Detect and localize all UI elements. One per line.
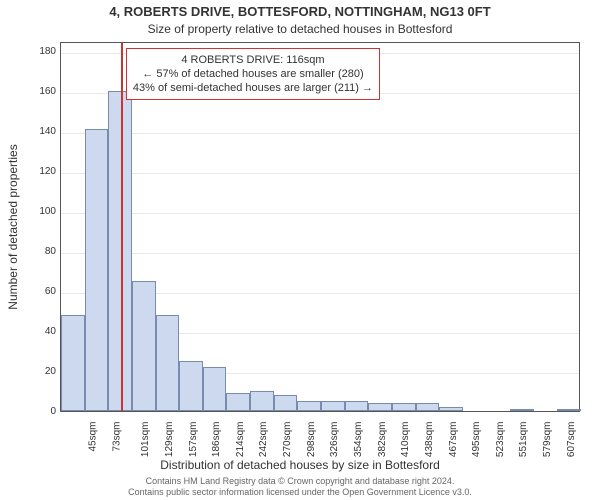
gridline	[61, 133, 579, 134]
histogram-bar	[85, 129, 109, 411]
x-tick-label: 410sqm	[400, 422, 411, 458]
x-tick-label: 129sqm	[164, 422, 175, 458]
x-tick-label: 298sqm	[306, 422, 317, 458]
y-tick-label: 20	[20, 367, 56, 377]
x-tick-label: 101sqm	[140, 422, 151, 458]
annotation-line1: 4 ROBERTS DRIVE: 116sqm	[133, 53, 373, 67]
histogram-bar	[226, 393, 250, 411]
x-tick-label: 467sqm	[448, 422, 459, 458]
x-tick-label: 607sqm	[566, 422, 577, 458]
property-marker-line	[121, 43, 123, 411]
x-tick-label: 186sqm	[211, 422, 222, 458]
footnote: Contains HM Land Registry data © Crown c…	[0, 476, 600, 498]
histogram-bar	[416, 403, 440, 411]
histogram-bar	[321, 401, 345, 411]
histogram-bar	[132, 281, 156, 411]
histogram-bar	[297, 401, 321, 411]
y-tick-label: 0	[20, 407, 56, 417]
x-tick-label: 270sqm	[282, 422, 293, 458]
x-tick-label: 45sqm	[88, 422, 99, 452]
gridline	[61, 253, 579, 254]
y-tick-label: 80	[20, 247, 56, 257]
histogram-bar	[61, 315, 85, 411]
footnote-line1: Contains HM Land Registry data © Crown c…	[146, 476, 455, 486]
y-tick-label: 140	[20, 127, 56, 137]
x-tick-label: 551sqm	[519, 422, 530, 458]
y-tick-label: 160	[20, 87, 56, 97]
histogram-bar	[274, 395, 298, 411]
x-tick-label: 214sqm	[235, 422, 246, 458]
y-tick-label: 120	[20, 167, 56, 177]
x-tick-label: 354sqm	[353, 422, 364, 458]
x-axis-label: Distribution of detached houses by size …	[0, 458, 600, 472]
gridline	[61, 213, 579, 214]
chart-title: 4, ROBERTS DRIVE, BOTTESFORD, NOTTINGHAM…	[0, 4, 600, 19]
x-tick-label: 382sqm	[377, 422, 388, 458]
gridline	[61, 173, 579, 174]
chart-subtitle: Size of property relative to detached ho…	[0, 22, 600, 36]
x-tick-label: 438sqm	[424, 422, 435, 458]
x-tick-label: 242sqm	[259, 422, 270, 458]
chart-container: 4, ROBERTS DRIVE, BOTTESFORD, NOTTINGHAM…	[0, 0, 600, 500]
histogram-bar	[345, 401, 369, 411]
histogram-bar	[368, 403, 392, 411]
x-tick-label: 523sqm	[495, 422, 506, 458]
x-tick-label: 157sqm	[188, 422, 199, 458]
y-tick-label: 40	[20, 327, 56, 337]
y-tick-label: 100	[20, 207, 56, 217]
y-tick-label: 60	[20, 287, 56, 297]
x-tick-label: 579sqm	[542, 422, 553, 458]
histogram-bar	[510, 409, 534, 411]
x-tick-label: 495sqm	[471, 422, 482, 458]
annotation-line2: ← 57% of detached houses are smaller (28…	[133, 67, 373, 81]
histogram-bar	[250, 391, 274, 411]
histogram-bar	[203, 367, 227, 411]
footnote-line2: Contains public sector information licen…	[128, 487, 472, 497]
x-tick-label: 326sqm	[329, 422, 340, 458]
histogram-bar	[439, 407, 463, 411]
y-axis-label: Number of detached properties	[6, 144, 20, 309]
histogram-bar	[156, 315, 180, 411]
annotation-box: 4 ROBERTS DRIVE: 116sqm← 57% of detached…	[126, 48, 380, 100]
annotation-line3: 43% of semi-detached houses are larger (…	[133, 81, 373, 95]
histogram-bar	[179, 361, 203, 411]
histogram-bar	[392, 403, 416, 411]
histogram-bar	[557, 409, 581, 411]
x-tick-label: 73sqm	[111, 422, 122, 452]
y-tick-label: 180	[20, 47, 56, 57]
